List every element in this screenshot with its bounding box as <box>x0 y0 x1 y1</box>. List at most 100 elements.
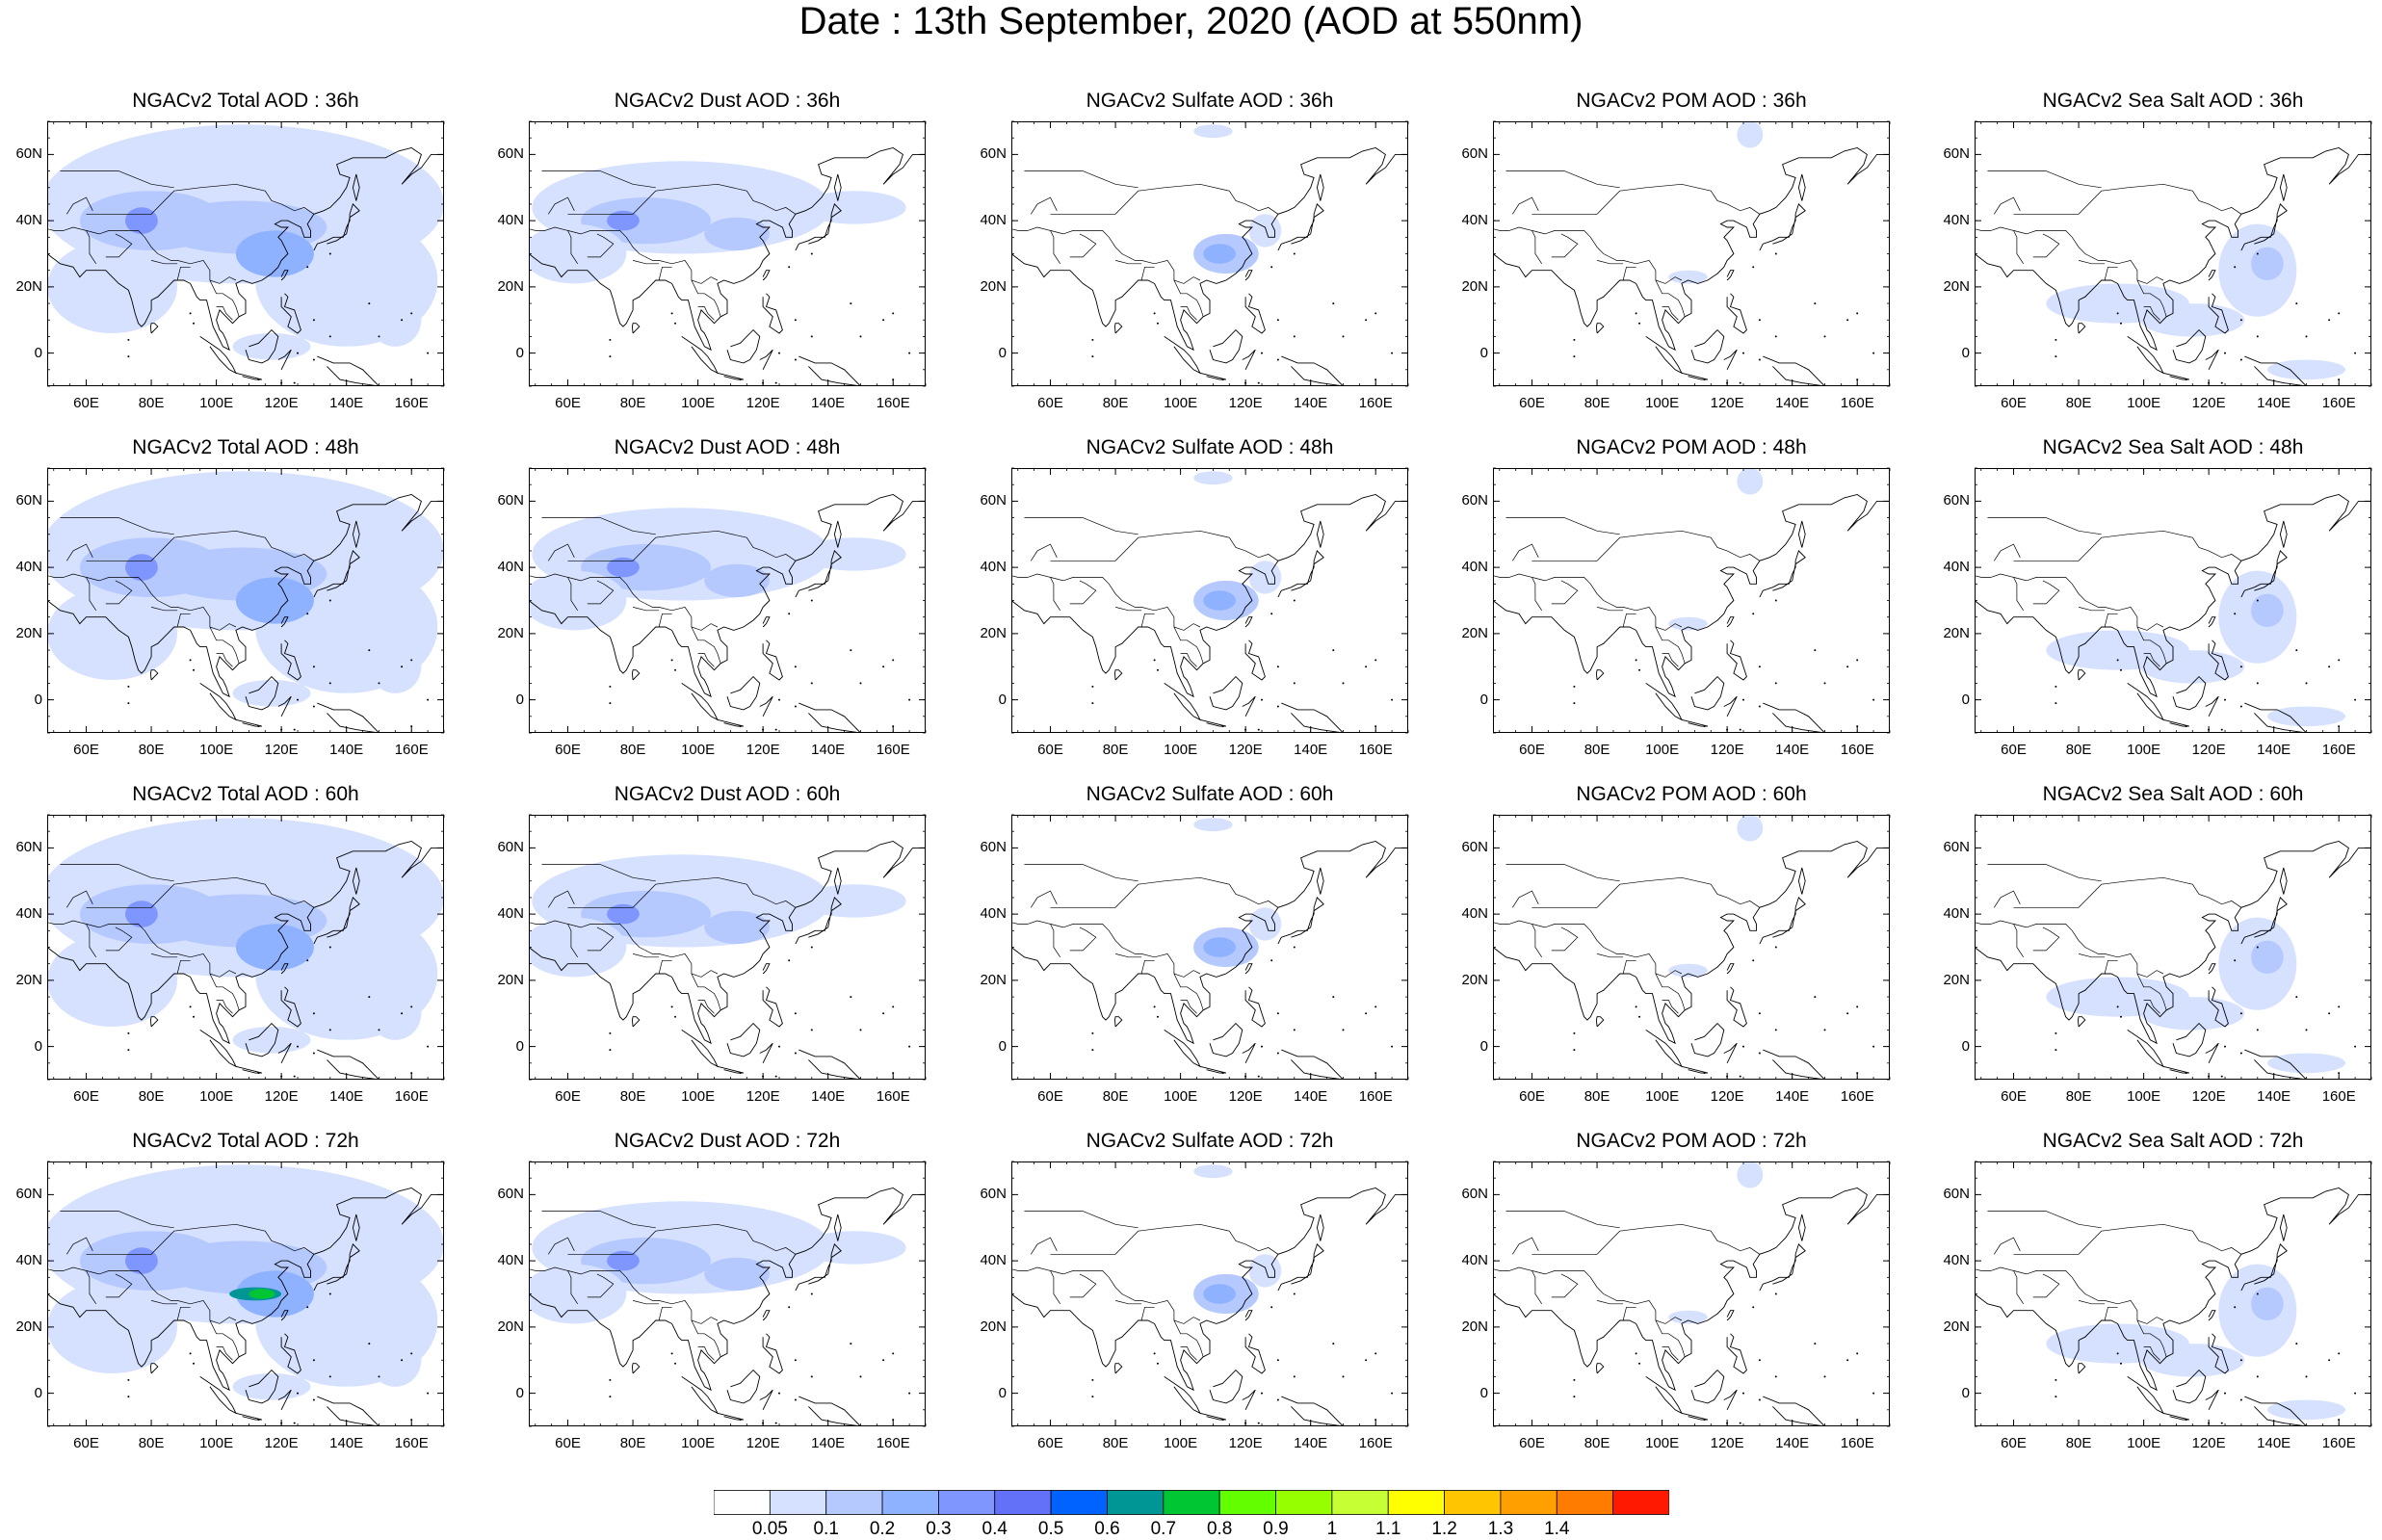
map-panel <box>1011 1161 1409 1427</box>
aod-plume <box>1193 471 1233 485</box>
country-border <box>1069 1273 1097 1298</box>
coastline <box>2077 669 2086 681</box>
country-border <box>567 530 797 561</box>
country-border <box>691 279 721 317</box>
country-border <box>567 230 719 284</box>
island <box>1365 666 1368 668</box>
lon-label: 160E <box>2321 1435 2356 1451</box>
country-border <box>216 306 233 321</box>
lon-label: 80E <box>1584 742 1610 758</box>
island <box>257 725 260 728</box>
island <box>908 698 911 701</box>
island <box>193 322 195 325</box>
coastline <box>795 550 842 598</box>
coastline <box>833 867 842 895</box>
country-border <box>548 196 575 215</box>
coastline <box>1242 1042 1256 1063</box>
coastline <box>1763 702 1826 733</box>
country-border <box>2032 233 2060 258</box>
lon-label: 100E <box>681 1088 716 1105</box>
island <box>1091 702 1094 705</box>
lon-label: 60E <box>1037 1088 1063 1105</box>
island <box>127 1031 130 1034</box>
coastline <box>235 718 263 727</box>
lon-label: 60E <box>1519 742 1545 758</box>
island <box>293 1075 296 1078</box>
coastline <box>1797 867 1806 895</box>
island <box>2120 1362 2122 1365</box>
country-border <box>2013 1270 2164 1324</box>
island <box>1293 946 1296 949</box>
aod-plume <box>1737 1162 1764 1188</box>
figure-title: Date : 13th September, 2020 (AOD at 550n… <box>798 0 1584 42</box>
island <box>401 666 404 668</box>
coastline <box>277 1389 292 1410</box>
aod-plume <box>801 191 906 224</box>
island <box>2354 1392 2357 1395</box>
island <box>1814 649 1817 652</box>
island <box>2239 1052 2242 1055</box>
aod-plume <box>704 1257 770 1292</box>
country-border <box>2013 230 2164 284</box>
coastline <box>2244 355 2308 386</box>
colorbar-label: 1.4 <box>1544 1519 1570 1539</box>
island <box>609 1031 612 1034</box>
country-border <box>2136 279 2167 317</box>
lon-label: 140E <box>1775 1435 1810 1451</box>
aod-plume <box>232 680 311 707</box>
aod-plume <box>1668 616 1708 631</box>
island <box>1276 705 1279 708</box>
island <box>2239 666 2242 668</box>
island <box>1703 378 1706 381</box>
coastline <box>1493 494 1890 698</box>
island <box>810 1029 813 1031</box>
country-border <box>47 226 96 264</box>
country-border <box>1011 226 1060 264</box>
aod-plume <box>1668 270 1708 284</box>
island <box>892 312 895 315</box>
country-border <box>1531 183 1761 215</box>
aod-plume <box>704 217 770 251</box>
lat-label: 20N <box>1943 624 1970 641</box>
island <box>1846 1359 1849 1362</box>
island <box>1091 338 1094 341</box>
panel-title: NGACv2 Sulfate AOD : 72h <box>1086 1130 1334 1152</box>
panel-title: NGACv2 Dust AOD : 72h <box>614 1130 841 1152</box>
lon-label: 60E <box>555 1435 581 1451</box>
island <box>2338 1005 2341 1008</box>
country-border <box>587 927 615 952</box>
country-border <box>697 1000 715 1014</box>
coastline <box>717 718 745 727</box>
country-border <box>176 613 191 628</box>
island <box>368 1343 371 1345</box>
lat-label: 60N <box>15 145 42 163</box>
colorbar-swatch <box>994 1490 1052 1515</box>
country-border <box>1655 626 1686 664</box>
aod-plume <box>1737 121 1764 148</box>
coastline <box>1763 1049 1826 1080</box>
lon-label: 100E <box>1645 1088 1680 1105</box>
country-border <box>1024 517 1139 535</box>
island <box>1374 659 1377 662</box>
island <box>674 668 676 671</box>
island <box>810 252 813 255</box>
lat-label: 0 <box>34 344 42 361</box>
country-border <box>151 1300 178 1305</box>
island <box>1774 1029 1777 1031</box>
coastline <box>2077 323 2086 334</box>
island <box>2116 1352 2119 1355</box>
lat-label: 20N <box>15 277 42 295</box>
island <box>1739 381 1741 384</box>
island <box>306 959 309 962</box>
coastline <box>1277 897 1324 945</box>
coastline <box>1763 1396 1826 1426</box>
lon-label: 140E <box>2257 742 2291 758</box>
lon-label: 60E <box>555 1088 581 1105</box>
coastline <box>1493 1188 1890 1392</box>
lon-label: 160E <box>1358 1088 1393 1105</box>
coastline <box>1281 1396 1345 1426</box>
island <box>2239 1012 2242 1015</box>
island <box>810 599 813 602</box>
coastline <box>681 336 719 375</box>
island <box>1872 1392 1875 1395</box>
